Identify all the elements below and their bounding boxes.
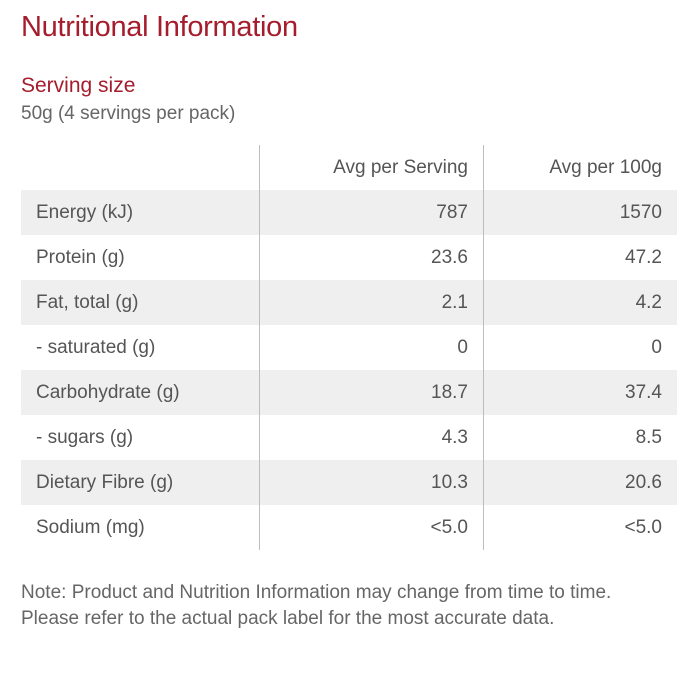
nutrient-name: Carbohydrate (g) xyxy=(36,382,180,403)
table-row: Sodium (mg) <5.0 <5.0 xyxy=(21,505,677,550)
column-divider-100g xyxy=(483,145,484,550)
value-per-100g: 1570 xyxy=(619,202,662,223)
table-row: - saturated (g) 0 0 xyxy=(21,325,677,370)
nutrient-name: - sugars (g) xyxy=(36,427,134,448)
nutrient-name: Sodium (mg) xyxy=(36,517,145,538)
value-per-serving: 0 xyxy=(457,337,468,358)
value-per-serving: 2.1 xyxy=(441,292,468,313)
header-avg-per-100g: Avg per 100g xyxy=(549,157,662,178)
value-per-serving: 18.7 xyxy=(431,382,468,403)
value-per-100g: 0 xyxy=(651,337,662,358)
value-per-100g: 4.2 xyxy=(635,292,662,313)
value-per-100g: 20.6 xyxy=(625,472,662,493)
value-per-100g: 47.2 xyxy=(625,247,662,268)
nutrient-name: - saturated (g) xyxy=(36,337,156,358)
disclaimer-note: Note: Product and Nutrition Information … xyxy=(21,582,612,629)
table-row: Dietary Fibre (g) 10.3 20.6 xyxy=(21,460,677,505)
nutrition-table: Avg per Serving Avg per 100g Energy (kJ)… xyxy=(21,145,677,550)
page-title: Nutritional Information xyxy=(21,11,298,43)
table-row: - sugars (g) 4.3 8.5 xyxy=(21,415,677,460)
table-row: Energy (kJ) 787 1570 xyxy=(21,190,677,235)
value-per-serving: 23.6 xyxy=(431,247,468,268)
table-row: Protein (g) 23.6 47.2 xyxy=(21,235,677,280)
table-row: Carbohydrate (g) 18.7 37.4 xyxy=(21,370,677,415)
value-per-100g: 8.5 xyxy=(635,427,662,448)
value-per-serving: 10.3 xyxy=(431,472,468,493)
nutrient-name: Fat, total (g) xyxy=(36,292,139,313)
value-per-serving: 4.3 xyxy=(441,427,468,448)
nutrient-name: Protein (g) xyxy=(36,247,125,268)
value-per-100g: <5.0 xyxy=(624,517,662,538)
serving-size-label: Serving size xyxy=(21,74,136,97)
table-row: Fat, total (g) 2.1 4.2 xyxy=(21,280,677,325)
nutrient-name: Energy (kJ) xyxy=(36,202,134,223)
value-per-100g: 37.4 xyxy=(625,382,662,403)
header-avg-per-serving: Avg per Serving xyxy=(333,157,468,178)
column-divider-serving xyxy=(259,145,260,550)
table-header-row: Avg per Serving Avg per 100g xyxy=(21,145,677,190)
serving-size-value: 50g (4 servings per pack) xyxy=(21,103,236,124)
value-per-serving: <5.0 xyxy=(430,517,468,538)
nutrient-name: Dietary Fibre (g) xyxy=(36,472,174,493)
value-per-serving: 787 xyxy=(436,202,468,223)
